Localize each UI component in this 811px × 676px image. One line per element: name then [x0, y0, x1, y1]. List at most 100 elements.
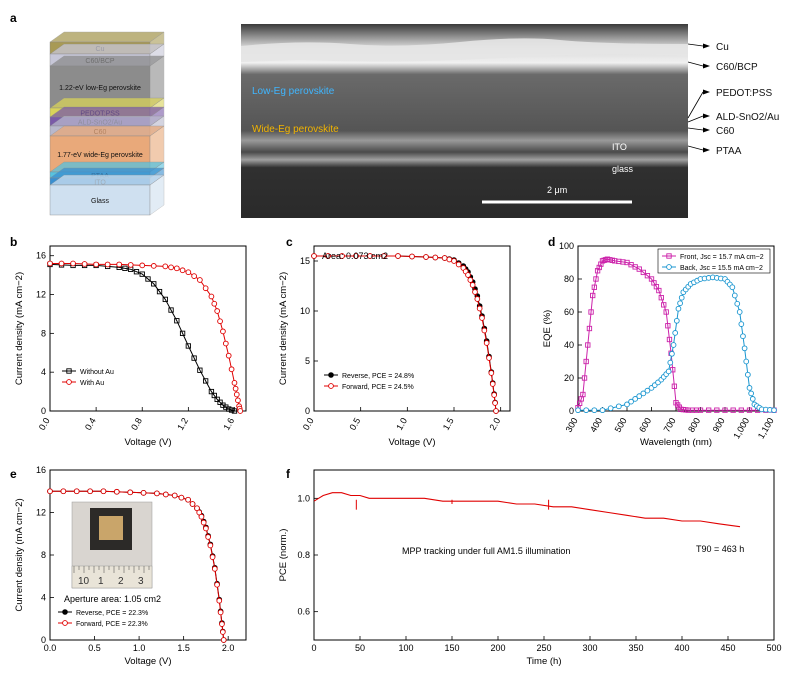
x-tick-label: 800 [686, 416, 702, 434]
data-point [185, 343, 192, 349]
data-point [472, 289, 478, 295]
stack-layer-top [49, 115, 165, 127]
data-point [489, 381, 496, 387]
x-tick-label: 0.5 [88, 643, 101, 653]
data-point [673, 317, 680, 324]
data-point [222, 340, 229, 347]
data-point [671, 383, 678, 389]
stack-layer-top [49, 97, 165, 109]
stack-layer-top [49, 125, 165, 137]
data-point [151, 281, 157, 287]
data-point [663, 309, 669, 315]
data-point [139, 262, 146, 269]
data-point [486, 355, 492, 361]
x-tick-label: 300 [582, 643, 597, 653]
data-point [670, 342, 677, 348]
series-line [50, 263, 241, 412]
legend-item: Back, Jsc = 15.5 mA cm−2 [662, 264, 763, 272]
sem-scale-label: 2 μm [547, 185, 567, 195]
chart-title: Area: 0.073 cm2 [322, 251, 388, 261]
stack-layer-top [49, 31, 165, 43]
data-point [666, 253, 672, 259]
data-point [197, 277, 203, 283]
data-point [746, 407, 753, 413]
data-point [220, 637, 227, 643]
y-tick-label: 16 [36, 465, 46, 475]
ruler-label: 3 [138, 576, 144, 587]
legend-box [657, 248, 771, 274]
data-point [591, 407, 598, 414]
y-tick-label: 60 [564, 307, 574, 317]
callout-arrow [703, 113, 710, 119]
data-point [697, 407, 704, 413]
x-tick-label: 0.8 [129, 416, 144, 432]
sem-callout: C60/BCP [687, 61, 758, 73]
data-point [451, 258, 457, 264]
y-tick-label: 1.0 [297, 493, 310, 503]
data-point [197, 367, 203, 373]
device-photo: 10 1 2 3 [71, 501, 153, 589]
y-tick-label: 8 [41, 328, 46, 338]
y-axis-ticks: 0 4 8 12 16 [36, 251, 54, 416]
x-tick-label: 0.5 [347, 416, 362, 432]
data-point [615, 403, 622, 410]
x-tick-label: 350 [628, 643, 643, 653]
sem-callout: Cu [687, 42, 729, 53]
data-point [208, 293, 215, 300]
data-point [58, 260, 65, 267]
data-point [191, 355, 197, 361]
sem-wide-label: Wide-Eg perovskite [252, 124, 339, 135]
sem-low-label: Low-Eg perovskite [252, 86, 335, 97]
data-point [194, 505, 200, 512]
data-point [328, 383, 334, 389]
x-axis-label: Time (h) [526, 656, 561, 667]
callout-arrow [703, 63, 710, 69]
data-point [100, 488, 107, 495]
legend-label: Front, Jsc = 15.7 mA cm−2 [680, 254, 764, 261]
data-point [599, 258, 606, 264]
sem-cross-section: Low-Eg perovskite Wide-Eg perovskite ITO… [241, 24, 779, 218]
data-point [586, 325, 593, 332]
y-axis-label: Current density (mA cm−2) [14, 272, 25, 385]
series-forward [47, 488, 227, 643]
legend-label: Back, Jsc = 15.5 mA cm−2 [680, 265, 763, 272]
data-point [749, 396, 756, 402]
data-point [409, 253, 415, 260]
stack-layer-top [49, 174, 165, 186]
series-with-au [47, 260, 244, 414]
callout-line [687, 43, 704, 47]
y-axis-label: Current density (mA cm−2) [14, 498, 25, 611]
data-point [168, 307, 174, 313]
data-point [217, 318, 223, 325]
y-axis-ticks: 0 5 10 15 [300, 256, 318, 416]
y-tick-label: 0 [41, 406, 46, 416]
data-point [746, 385, 753, 391]
callout-label: Cu [716, 42, 729, 53]
data-point [214, 581, 220, 588]
x-axis-label: Voltage (V) [125, 437, 172, 448]
data-point [202, 285, 209, 292]
callout-label: C60/BCP [716, 62, 758, 73]
mpp-annotation: MPP tracking under full AM1.5 illuminati… [402, 546, 570, 556]
data-point [202, 378, 209, 384]
data-point [591, 284, 597, 290]
data-point [47, 488, 53, 495]
data-point [70, 260, 76, 267]
data-point [189, 501, 196, 507]
data-point [62, 620, 68, 626]
data-point [174, 318, 180, 324]
callout-line [687, 127, 704, 131]
data-point [228, 407, 235, 413]
data-point [677, 300, 683, 307]
data-point [628, 398, 634, 405]
data-point [583, 358, 589, 365]
y-axis-label: EQE (%) [542, 310, 553, 347]
data-point [467, 277, 474, 283]
data-point [226, 406, 232, 412]
x-tick-label: 700 [662, 416, 678, 434]
series-line [577, 258, 774, 411]
data-point [113, 488, 120, 495]
data-point [583, 407, 590, 414]
legend: Reverse, PCE = 24.8% Forward, PCE = 24.5% [324, 372, 414, 391]
